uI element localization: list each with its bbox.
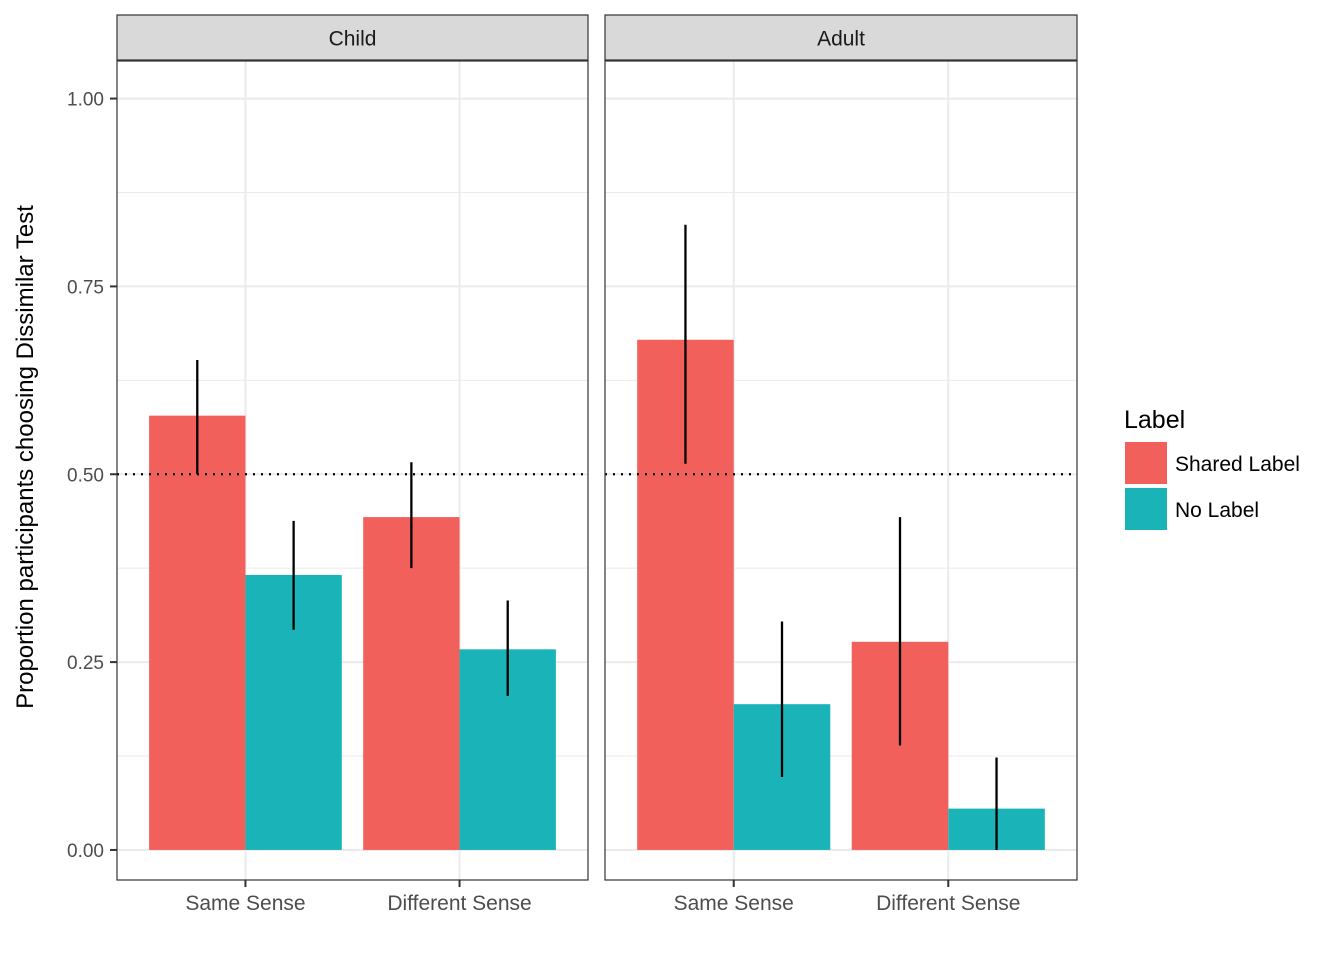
- panel-child: Child Same Sense Different Sense: [116, 14, 589, 915]
- legend-entry-label: No Label: [1175, 499, 1259, 522]
- legend-swatch: [1125, 488, 1167, 530]
- facet-strip: [604, 14, 1078, 61]
- y-tick-label: 1.00: [67, 90, 104, 111]
- y-axis-label: Proportion participants choosing Dissimi…: [12, 205, 39, 709]
- panel-border: [604, 60, 1078, 881]
- y-axis: 0.00 0.25 0.50 0.75 1.00: [67, 90, 117, 862]
- facet-strip: [116, 14, 589, 61]
- x-tick-label: Different Sense: [876, 892, 1020, 915]
- x-tick-label: Same Sense: [674, 892, 794, 915]
- y-tick-label: 0.00: [67, 841, 104, 862]
- facet-strip-label: Adult: [817, 28, 865, 51]
- facet-strip-label: Child: [329, 28, 377, 51]
- bar-shared-label: [149, 415, 246, 850]
- x-tick-label: Different Sense: [387, 892, 531, 915]
- y-tick-label: 0.25: [67, 653, 104, 674]
- panel-adult: Adult Same Sense Different Sense: [604, 14, 1078, 915]
- legend-entry-label: Shared Label: [1175, 453, 1300, 476]
- bar-shared-label: [363, 517, 460, 850]
- panels-layer: Child Same Sense Different Sense Adult Same …: [116, 14, 1078, 915]
- legend-title: Label: [1124, 406, 1185, 434]
- x-tick-label: Same Sense: [185, 892, 305, 915]
- panel-border: [116, 60, 589, 881]
- legend-swatch: [1125, 442, 1167, 484]
- y-tick-label: 0.75: [67, 277, 104, 298]
- legend: Label Shared Label No Label: [1124, 406, 1300, 530]
- y-tick-label: 0.50: [67, 465, 104, 486]
